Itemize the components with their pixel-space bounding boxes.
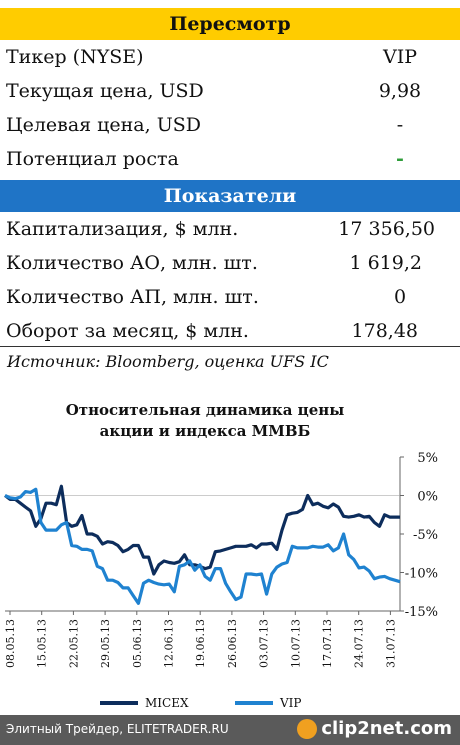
legend-label-vip: VIP xyxy=(279,696,301,710)
capitalization-value: 17 356,50 xyxy=(338,218,435,240)
x-tick-label: 12.06.13 xyxy=(163,619,176,668)
row-monthly-turnover: Оборот за месяц, $ млн. 178,48 xyxy=(0,314,460,348)
y-tick-label: -5% xyxy=(413,528,438,543)
monthly-turnover-label: Оборот за месяц, $ млн. xyxy=(6,320,249,342)
clip2net-logo: clip2net.com xyxy=(297,718,452,739)
capitalization-label: Капитализация, $ млн. xyxy=(6,218,239,240)
chart-title: Относительная динамика цены акции и инде… xyxy=(20,400,390,442)
monthly-turnover-value: 178,48 xyxy=(351,320,418,342)
common-shares-label: Количество АО, млн. шт. xyxy=(6,252,258,274)
series-line-vip xyxy=(4,487,401,605)
legend-label-micex: MICEX xyxy=(145,696,189,710)
x-tick-label: 19.06.13 xyxy=(194,619,207,668)
ticker-label: Тикер (NYSE) xyxy=(6,46,144,68)
footer-text: Элитный Трейдер, ELITETRADER.RU xyxy=(6,722,229,736)
ticker-value: VIP xyxy=(382,46,417,68)
series-line-micex xyxy=(4,484,400,576)
preferred-shares-label: Количество АП, млн. шт. xyxy=(6,286,259,308)
target-price-label: Целевая цена, USD xyxy=(6,114,201,136)
x-tick-label: 31.07.13 xyxy=(384,619,397,668)
row-target-price: Целевая цена, USD - xyxy=(0,108,460,142)
row-capitalization: Капитализация, $ млн. 17 356,50 xyxy=(0,212,460,246)
y-tick-label: -15% xyxy=(405,605,438,620)
upside-label: Потенциал роста xyxy=(6,148,179,170)
y-tick-label: 5% xyxy=(417,451,438,466)
source-note: Источник: Bloomberg, оценка UFS IC xyxy=(7,352,329,371)
x-tick-label: 17.07.13 xyxy=(321,619,334,668)
upside-value: - xyxy=(396,148,404,170)
y-tick-label: 0% xyxy=(417,490,438,505)
current-price-label: Текущая цена, USD xyxy=(6,80,204,102)
x-tick-label: 15.05.13 xyxy=(36,619,49,668)
x-tick-label: 10.07.13 xyxy=(289,619,302,668)
current-price-value: 9,98 xyxy=(378,80,422,102)
logo-text: clip2net.com xyxy=(321,718,452,739)
x-tick-label: 22.05.13 xyxy=(67,619,80,668)
indicators-header: Показатели xyxy=(0,180,460,212)
row-preferred-shares: Количество АП, млн. шт. 0 xyxy=(0,280,460,314)
x-tick-label: 24.07.13 xyxy=(353,619,366,668)
x-tick-label: 05.06.13 xyxy=(131,619,144,668)
row-ticker: Тикер (NYSE) VIP xyxy=(0,40,460,74)
row-common-shares: Количество АО, млн. шт. 1 619,2 xyxy=(0,246,460,280)
footer-bar: Элитный Трейдер, ELITETRADER.RU clip2net… xyxy=(0,715,460,745)
divider xyxy=(0,346,460,347)
line-chart: 5% 0% -5% -10% -15% 08.05.13 15.05.13 22.05.13 2… xyxy=(4,451,438,710)
logo-icon xyxy=(297,719,318,739)
chart-title-line2: акции и индекса ММВБ xyxy=(99,422,311,440)
preferred-shares-value: 0 xyxy=(393,286,407,308)
x-tick-label: 03.07.13 xyxy=(258,619,271,668)
x-tick-label: 26.06.13 xyxy=(226,619,239,668)
y-tick-label: -10% xyxy=(405,567,438,582)
row-upside: Потенциал роста - xyxy=(0,142,460,176)
x-tick-label: 08.05.13 xyxy=(4,619,17,668)
common-shares-value: 1 619,2 xyxy=(349,252,422,274)
x-tick-label: 29.05.13 xyxy=(99,619,112,668)
row-current-price: Текущая цена, USD 9,98 xyxy=(0,74,460,108)
review-header: Пересмотр xyxy=(0,8,460,40)
target-price-value: - xyxy=(396,114,404,136)
chart-title-line1: Относительная динамика цены xyxy=(65,401,345,419)
